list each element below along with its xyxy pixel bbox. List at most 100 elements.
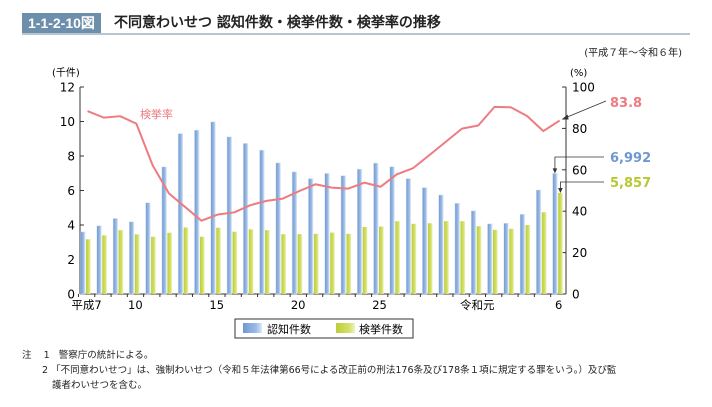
bar-recognized — [80, 231, 86, 295]
last-rate-label: 83.8 — [610, 96, 642, 111]
last-cleared-label: 5,857 — [610, 176, 651, 191]
bar-recognized — [324, 173, 330, 295]
bar-recognized — [503, 223, 509, 295]
left-tick-label: 4 — [67, 219, 75, 233]
period-label: (平成７年～令和６年) — [584, 48, 682, 59]
notes-prefix: 注 — [22, 350, 32, 361]
left-tick-label: 2 — [67, 253, 75, 267]
callout-cleared-line — [560, 181, 604, 189]
bar-cleared — [379, 226, 384, 294]
bar-recognized — [96, 225, 102, 295]
x-tick-label: 20 — [291, 298, 306, 312]
bar-cleared — [216, 227, 221, 294]
last-recognized-label: 6,992 — [610, 151, 651, 166]
bar-recognized — [259, 149, 265, 295]
bar-recognized — [112, 218, 118, 295]
bar-cleared — [444, 221, 449, 294]
left-tick-label: 0 — [67, 288, 75, 302]
bar-recognized — [340, 175, 346, 295]
bar-recognized — [536, 189, 542, 295]
bar-recognized — [552, 173, 558, 295]
x-tick-label: 平成7 — [71, 298, 101, 312]
arrow-icon — [561, 114, 569, 120]
bar-cleared — [297, 234, 303, 294]
bar-recognized — [243, 143, 249, 295]
bar-cleared — [102, 235, 107, 294]
callout-recognized-line — [554, 156, 604, 170]
bar-cleared — [232, 231, 238, 294]
bar-cleared — [395, 221, 400, 294]
right-tick-label: 40 — [572, 205, 587, 219]
bar-recognized — [275, 162, 281, 295]
x-tick-label: 25 — [372, 298, 387, 312]
bar-recognized — [194, 129, 200, 295]
bar-cleared — [411, 223, 417, 294]
bar-cleared — [427, 223, 433, 294]
bar-recognized — [226, 136, 232, 295]
notes: 注 1 警察庁の統計による。 2 「不同意わいせつ」は、強制わいせつ（令和５年法… — [22, 348, 616, 393]
line-clearance-rate — [87, 105, 561, 222]
legend-box — [234, 318, 414, 339]
right-tick-label: 0 — [572, 288, 580, 302]
legend-swatch-cleared — [336, 323, 355, 333]
x-tick-label: 令和元 — [460, 298, 495, 312]
bar-cleared — [346, 233, 352, 294]
bar-recognized — [177, 133, 184, 295]
bar-cleared — [558, 192, 563, 294]
right-axis-label: (%) — [570, 68, 587, 79]
bar-recognized — [291, 171, 297, 295]
figure-number: 1-1-2-10図 — [22, 13, 101, 33]
bar-recognized — [454, 203, 460, 295]
bar-recognized — [357, 168, 363, 295]
bar-cleared — [248, 229, 254, 294]
note-text: 警察庁の統計による。 — [58, 350, 154, 361]
left-tick-label: 10 — [60, 115, 75, 129]
bar-cleared — [134, 234, 140, 294]
bar-recognized — [438, 194, 444, 295]
note-text: 「不同意わいせつ」は、強制わいせつ（令和５年法律第66号による改正前の刑法176… — [51, 365, 617, 376]
arrow-icon — [552, 168, 558, 174]
left-tick-label: 8 — [67, 150, 75, 164]
bar-recognized — [422, 187, 428, 295]
bar-cleared — [183, 227, 189, 294]
legend-swatch-recognized — [243, 323, 262, 333]
bar-cleared — [509, 228, 514, 294]
bar-cleared — [151, 236, 156, 294]
legend-label-cleared: 検挙件数 — [359, 322, 403, 336]
left-tick-label: 6 — [67, 184, 75, 198]
x-tick-label: 10 — [128, 298, 143, 312]
bar-recognized — [487, 223, 493, 295]
bar-recognized — [145, 202, 151, 295]
callout-rate-line — [563, 100, 607, 119]
legend-label-recognized: 認知件数 — [267, 322, 311, 336]
bar-cleared — [118, 230, 124, 294]
bar-recognized — [373, 162, 379, 295]
bar-cleared — [313, 233, 319, 294]
figure-title: 不同意わいせつ 認知件数・検挙件数・検挙率の推移 — [114, 15, 441, 31]
bar-cleared — [199, 236, 205, 294]
bar-recognized — [129, 221, 135, 295]
rate-series-label: 検挙率 — [140, 107, 173, 121]
bar-cleared — [493, 229, 498, 294]
bar-cleared — [460, 221, 466, 294]
note-number: 2 — [42, 365, 49, 376]
bar-cleared — [86, 239, 91, 294]
note-text-cont: 護者わいせつを含む。 — [52, 380, 148, 391]
x-tick-label: 15 — [209, 298, 224, 312]
bar-cleared — [541, 212, 547, 294]
x-tick-label: 6 — [555, 298, 562, 312]
bar-cleared — [281, 234, 286, 294]
bar-recognized — [389, 166, 395, 295]
bar-cleared — [476, 226, 482, 294]
bar-cleared — [525, 225, 531, 294]
bar-recognized — [519, 214, 525, 295]
right-tick-label: 100 — [572, 81, 595, 95]
bar-recognized — [210, 121, 216, 295]
bar-recognized — [161, 166, 167, 295]
bar-recognized — [308, 178, 314, 295]
left-tick-label: 12 — [60, 81, 75, 95]
right-tick-label: 20 — [572, 246, 587, 260]
left-axis-label: (千件) — [52, 67, 80, 79]
arrow-icon — [558, 187, 563, 193]
